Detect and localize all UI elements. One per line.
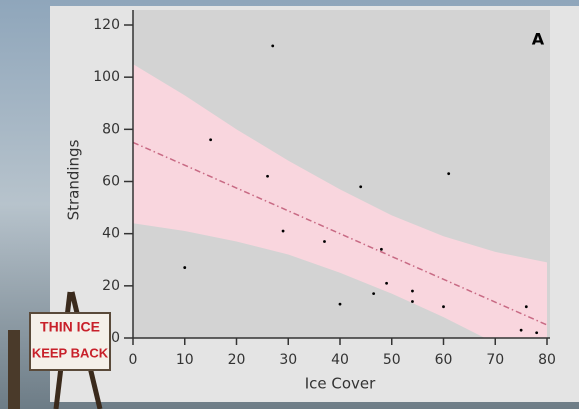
panel-label: A (532, 30, 545, 49)
y-tick-label: 120 (93, 17, 120, 33)
x-tick-label: 60 (435, 352, 453, 368)
point (535, 331, 539, 335)
x-tick-label: 30 (279, 352, 297, 368)
plot-layer (133, 44, 548, 338)
y-tick-label: 80 (102, 121, 120, 137)
point (411, 300, 414, 303)
point (519, 328, 523, 332)
point (411, 289, 414, 293)
confidence-band (133, 64, 547, 338)
x-axis-label: Ice Cover (305, 375, 376, 393)
point (209, 138, 213, 142)
sign-board (29, 312, 111, 371)
point (338, 302, 342, 306)
point (323, 240, 326, 243)
x-tick-label: 0 (129, 352, 138, 368)
point (447, 172, 451, 176)
point (372, 292, 376, 296)
y-tick-label: 20 (102, 278, 120, 294)
y-tick-label: 100 (93, 69, 120, 85)
x-tick-label: 40 (331, 352, 349, 368)
point (183, 266, 187, 269)
point (442, 305, 445, 309)
y-tick-label: 0 (111, 330, 120, 346)
sign-post (8, 330, 20, 409)
x-tick-label: 70 (486, 352, 504, 368)
y-tick-label: 60 (102, 174, 120, 190)
point (385, 281, 388, 285)
x-tick-label: 10 (176, 352, 194, 368)
point (271, 44, 275, 48)
sign: THIN ICE KEEP BACK (8, 291, 111, 409)
x-tick-label: 20 (228, 352, 246, 368)
point (524, 305, 528, 309)
sign-text: THIN ICE (40, 319, 100, 335)
point (359, 185, 363, 189)
trend-line (133, 141, 548, 326)
x-tick-label: 50 (383, 352, 401, 368)
x-tick-label: 80 (538, 352, 556, 368)
y-tick-label: 40 (102, 226, 120, 242)
point (380, 247, 383, 251)
point (281, 229, 285, 233)
sign-text: KEEP BACK (32, 345, 109, 360)
y-axis-label: Strandings (65, 139, 83, 220)
point (266, 174, 269, 178)
